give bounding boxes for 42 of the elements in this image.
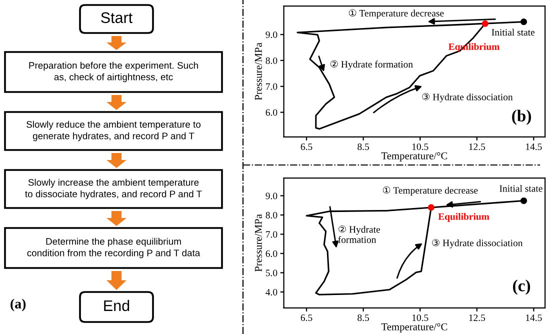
y-tick-label: 6.0 [266, 250, 278, 257]
text: Slowly reduce the ambient temperature to generate hydrates, and record P and T [26, 120, 201, 142]
y-tick-label: 6.0 [266, 109, 278, 116]
x-tick-label: 6.5 [300, 314, 312, 322]
annotation: ① Temperature decrease [382, 186, 478, 196]
annotation: ③ Hydrate dissociation [422, 93, 513, 102]
text: Start [101, 12, 133, 24]
text: End [104, 300, 130, 312]
x-tick-label: 10.5 [412, 143, 428, 150]
text: Determine the phase equilibrium condition from the recording P and T data [27, 238, 200, 258]
annotation: Equilibrium [438, 213, 490, 222]
y-tick-label: 5.0 [266, 270, 278, 276]
y-axis-title: Pressure/MPa [254, 42, 262, 100]
x-tick-label: 14.5 [526, 314, 542, 322]
text: Slowly increase the ambient temperature to dissociate hydrates, and record P and T [25, 178, 202, 200]
annotation: ② Hydrate formation [330, 60, 413, 70]
y-tick-label: 8.0 [266, 57, 278, 64]
y-tick-label: 7.0 [266, 231, 278, 238]
text: Preparation before the experiment. Such as, check of airtightness, etc [29, 62, 198, 82]
y-tick-label: 8.0 [266, 212, 278, 218]
x-tick-label: 8.5 [358, 143, 370, 150]
x-tick-label: 12.5 [469, 314, 486, 322]
x-axis-title: Temperature/°C [381, 152, 448, 162]
y-tick-label: 7.0 [266, 83, 278, 90]
y-tick-label: 9.0 [266, 31, 278, 38]
y-tick-label: 9.0 [266, 192, 278, 200]
annotation: ③ Hydrate dissociation [432, 238, 523, 248]
y-axis-title: Pressure/MPa [254, 214, 262, 272]
annotation: (b) [512, 110, 531, 125]
annotation: ② Hydrate formation [338, 225, 380, 243]
annotation: Initial state [500, 184, 542, 192]
x-tick-label: 14.5 [526, 144, 542, 150]
annotation: (c) [513, 280, 530, 295]
annotation: Initial state [492, 28, 535, 36]
x-tick-label: 12.5 [469, 144, 486, 150]
x-tick-label: 8.5 [358, 314, 370, 322]
annotation: ① Temperature decrease [348, 9, 444, 18]
x-tick-label: 10.5 [412, 314, 428, 322]
y-tick-label: 4.0 [266, 288, 278, 296]
x-axis-title: Temperature/°C [381, 323, 448, 332]
x-tick-label: 6.5 [300, 144, 312, 150]
text: (a) [10, 298, 26, 312]
